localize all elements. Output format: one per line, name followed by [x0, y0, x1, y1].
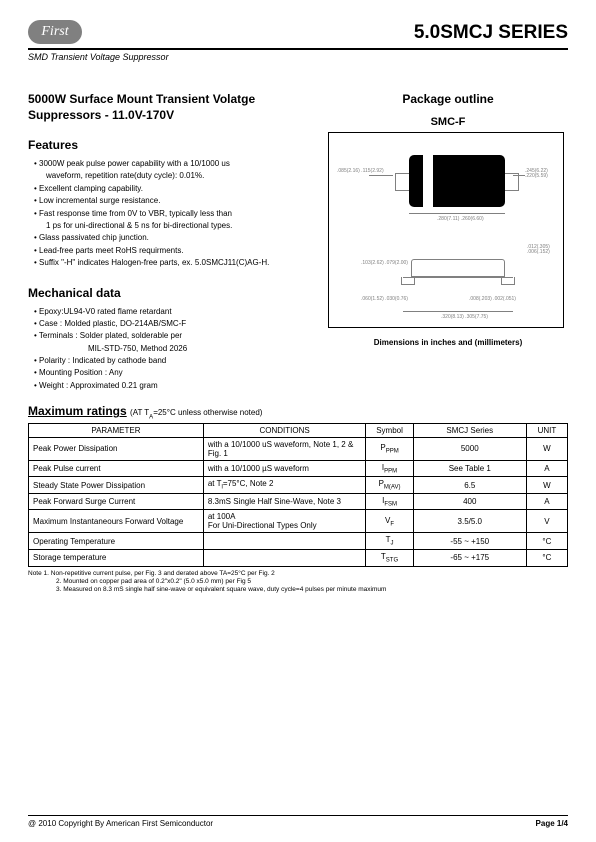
list-item: Weight : Approximated 0.21 gram	[34, 380, 310, 392]
ratings-table: PARAMETERCONDITIONSSymbolSMCJ SeriesUNIT…	[28, 423, 568, 567]
table-header: UNIT	[526, 423, 567, 437]
table-header: Symbol	[366, 423, 413, 437]
dim-label: .060(1.52) .030(0.76)	[361, 297, 408, 302]
table-cell: Peak Pulse current	[29, 460, 204, 477]
table-cell: at Tl=75°C, Note 2	[203, 477, 366, 494]
table-row: Peak Power Dissipationwith a 10/1000 uS …	[29, 437, 568, 460]
table-cell: A	[526, 460, 567, 477]
product-title-l1: 5000W Surface Mount Transient Volatge	[28, 92, 310, 106]
dim-label: .008(.203) .002(.051)	[469, 297, 516, 302]
table-cell: PPPM	[366, 437, 413, 460]
list-item: Polarity : Indicated by cathode band	[34, 355, 310, 367]
table-row: Peak Forward Surge Current8.3mS Single H…	[29, 493, 568, 510]
table-row: Peak Pulse currentwith a 10/1000 µS wave…	[29, 460, 568, 477]
features-list: 3000W peak pulse power capability with a…	[28, 158, 310, 270]
list-item: Mounting Position : Any	[34, 367, 310, 379]
header-subtitle: SMD Transient Voltage Suppressor	[28, 52, 169, 62]
table-header: CONDITIONS	[203, 423, 366, 437]
table-cell: Storage temperature	[29, 550, 204, 567]
list-item: Epoxy:UL94-V0 rated flame retardant	[34, 306, 310, 318]
list-item: Suffix "-H" indicates Halogen-free parts…	[34, 257, 310, 269]
right-column: Package outline SMC-F .085(2.16) .115(2.…	[328, 92, 568, 392]
dim-label: .320(8.13) .305(7.75)	[441, 315, 488, 320]
list-item: 1 ps for uni-directional & 5 ns for bi-d…	[34, 220, 310, 232]
footer-page: Page 1/4	[536, 819, 568, 828]
page-footer: @ 2010 Copyright By American First Semic…	[28, 815, 568, 828]
list-item: Terminals : Solder plated, solderable pe…	[34, 330, 310, 342]
table-cell: °C	[526, 533, 567, 550]
dimensions-caption: Dimensions in inches and (millimeters)	[328, 338, 568, 347]
table-cell: Peak Forward Surge Current	[29, 493, 204, 510]
table-cell: V	[526, 510, 567, 533]
table-cell: with a 10/1000 µS waveform	[203, 460, 366, 477]
list-item: waveform, repetition rate(duty cycle): 0…	[34, 170, 310, 182]
table-cell: with a 10/1000 uS waveform, Note 1, 2 & …	[203, 437, 366, 460]
mechanical-heading: Mechanical data	[28, 286, 310, 300]
product-title-l2: Suppressors - 11.0V-170V	[28, 108, 310, 122]
table-cell: 400	[413, 493, 526, 510]
table-cell: TJ	[366, 533, 413, 550]
table-cell: W	[526, 437, 567, 460]
note-line: 2. Mounted on copper pad area of 0.2"x0.…	[28, 578, 568, 586]
table-cell: Maximum Instantaneours Forward Voltage	[29, 510, 204, 533]
table-cell: TSTG	[366, 550, 413, 567]
table-cell: A	[526, 493, 567, 510]
table-cell: -55 ~ +150	[413, 533, 526, 550]
table-cell: Peak Power Dissipation	[29, 437, 204, 460]
package-label: SMC-F	[328, 116, 568, 128]
table-cell: IPPM	[366, 460, 413, 477]
table-cell: Steady State Power Dissipation	[29, 477, 204, 494]
table-cell: See Table 1	[413, 460, 526, 477]
table-cell	[203, 550, 366, 567]
table-cell: 3.5/5.0	[413, 510, 526, 533]
list-item: 3000W peak pulse power capability with a…	[34, 158, 310, 170]
left-column: 5000W Surface Mount Transient Volatge Su…	[28, 92, 310, 392]
table-cell: 5000	[413, 437, 526, 460]
list-item: MIL-STD-750, Method 2026	[34, 343, 310, 355]
dim-label: .085(2.16) .115(2.92)	[337, 169, 384, 174]
list-item: Fast response time from 0V to VBR, typic…	[34, 208, 310, 220]
dim-label: .103(2.62) .079(2.00)	[361, 261, 408, 266]
table-cell	[203, 533, 366, 550]
list-item: Case : Molded plastic, DO-214AB/SMC-F	[34, 318, 310, 330]
table-cell: at 100A For Uni-Directional Types Only	[203, 510, 366, 533]
table-row: Operating Temperature TJ-55 ~ +150°C	[29, 533, 568, 550]
mechanical-list: Epoxy:UL94-V0 rated flame retardantCase …	[28, 306, 310, 393]
table-cell: -65 ~ +175	[413, 550, 526, 567]
package-outline-title: Package outline	[328, 92, 568, 106]
package-top-view	[409, 155, 505, 207]
table-cell: °C	[526, 550, 567, 567]
header-rule	[28, 48, 568, 50]
features-heading: Features	[28, 138, 310, 152]
table-cell: VF	[366, 510, 413, 533]
ratings-heading: Maximum ratings (AT TA=25°C unless other…	[28, 404, 568, 420]
table-cell: 6.5	[413, 477, 526, 494]
brand-logo: First	[28, 20, 82, 44]
package-outline-drawing: .085(2.16) .115(2.92) .245(6.22) .220(5.…	[328, 132, 564, 328]
table-cell: W	[526, 477, 567, 494]
table-header: PARAMETER	[29, 423, 204, 437]
package-side-view	[403, 253, 513, 293]
list-item: Low incremental surge resistance.	[34, 195, 310, 207]
dim-label: .245(6.22) .220(5.59)	[525, 169, 563, 180]
table-cell: Operating Temperature	[29, 533, 204, 550]
note-line: Note 1. Non-repetitive current pulse, pe…	[28, 570, 568, 578]
list-item: Glass passivated chip junction.	[34, 232, 310, 244]
footer-copyright: @ 2010 Copyright By American First Semic…	[28, 819, 213, 828]
table-cell: 8.3mS Single Half Sine-Wave, Note 3	[203, 493, 366, 510]
table-header: SMCJ Series	[413, 423, 526, 437]
table-row: Steady State Power Dissipationat Tl=75°C…	[29, 477, 568, 494]
ratings-notes: Note 1. Non-repetitive current pulse, pe…	[28, 570, 568, 594]
dim-label: .012(.305) .006(.152)	[527, 245, 563, 256]
dim-label: .280(7.11) .260(6.60)	[437, 217, 484, 222]
series-title: 5.0SMCJ SERIES	[414, 22, 568, 44]
table-cell: IFSM	[366, 493, 413, 510]
table-row: Storage temperature TSTG-65 ~ +175°C	[29, 550, 568, 567]
table-row: Maximum Instantaneours Forward Voltageat…	[29, 510, 568, 533]
note-line: 3. Measured on 8.3 mS single half sine-w…	[28, 586, 568, 594]
table-cell: PM(AV)	[366, 477, 413, 494]
list-item: Excellent clamping capability.	[34, 183, 310, 195]
list-item: Lead-free parts meet RoHS requirments.	[34, 245, 310, 257]
